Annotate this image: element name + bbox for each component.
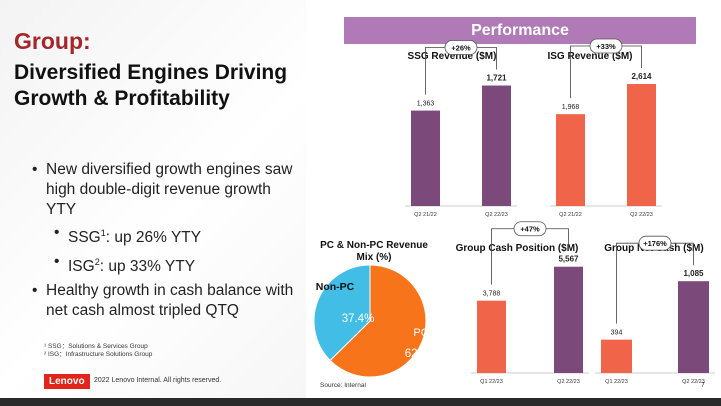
cash-value-label-2: 5,567	[558, 255, 579, 264]
bullet-growth-engines: New diversified growth engines saw high …	[32, 160, 302, 220]
isg-footnote-mark: 2	[94, 257, 100, 268]
ssg-bar-1	[411, 110, 440, 206]
cash-growth-pill	[513, 221, 547, 237]
cash-growth-label: +47%	[520, 225, 540, 234]
net-cash-value-label-2: 1,085	[683, 269, 704, 278]
isg-value-label-2: 2,614	[631, 72, 652, 81]
isg-chart-title: ISG Revenue ($M)	[547, 51, 633, 62]
ssg-text: : up 26% YTY	[105, 229, 202, 247]
bullet-list: New diversified growth engines saw high …	[32, 160, 302, 324]
ssg-label: SSG	[68, 229, 101, 247]
slide-subtitle: Diversified Engines Driving Growth & Pro…	[14, 61, 288, 110]
cash-tick-label-2: Q2 22/23	[557, 379, 580, 385]
ssg-tick-label-1: Q2 21/22	[414, 212, 437, 218]
net-cash-value-label-1: 394	[611, 330, 623, 337]
pie-slice-non-pc	[313, 264, 371, 362]
ssg-value-label-2: 1,721	[486, 74, 507, 83]
bullet-cash: Healthy growth in cash balance with net …	[32, 281, 302, 321]
isg-bar-1	[556, 114, 585, 206]
net-cash-growth-label: +176%	[643, 239, 667, 248]
isg-bar-2	[627, 84, 656, 206]
net-cash-tick-label-1: Q1 22/23	[605, 379, 628, 385]
performance-header: Performance	[344, 17, 696, 44]
pie-label-pc: PC	[413, 327, 428, 339]
ssg-chart-title: SSG Revenue ($M)	[407, 51, 497, 62]
net-cash-tick-label-2: Q2 22/23	[682, 379, 705, 385]
ssg-value-label-1: 1,363	[417, 101, 435, 108]
cash-tick-label-1: Q1 22/23	[480, 379, 503, 385]
cash-position-title: Group Cash Position ($M)	[455, 243, 579, 254]
footnotes: ¹ SSG：Solutions & Services Group ² ISG：I…	[44, 343, 152, 359]
isg-growth-label: +33%	[596, 42, 616, 51]
ssg-growth-label: +26%	[451, 44, 471, 53]
ssg-bar-2	[482, 85, 511, 206]
isg-label: ISG	[68, 258, 95, 276]
lenovo-logo: Lenovo	[44, 374, 90, 389]
pie-value-non-pc: 37.4%	[342, 313, 375, 325]
isg-tick-label-1: Q2 21/22	[559, 212, 582, 218]
footnote-ssg: ¹ SSG：Solutions & Services Group	[44, 343, 148, 350]
net-cash-bar-1	[601, 339, 632, 373]
isg-text: : up 33% YTY	[99, 258, 196, 276]
isg-growth-pill	[589, 38, 623, 54]
pie-value-pc: 62.6%	[405, 348, 438, 360]
pie-slice-pc	[329, 264, 427, 378]
ssg-growth-pill	[444, 40, 478, 55]
source-note: Source: Internal	[320, 382, 366, 389]
revenue-mix-title: PC & Non-PC Revenue Mix (%)	[320, 240, 428, 263]
cash-value-label-1: 3,788	[483, 291, 501, 298]
net-cash-bar-2	[678, 281, 709, 373]
footnote-isg: ² ISG：Infrastructure Solutions Group	[44, 351, 153, 358]
bullet-ssg: SSG1: up 26% YTY	[54, 223, 302, 248]
bullet-isg: ISG2: up 33% YTY	[54, 252, 302, 277]
bottom-bar	[0, 398, 721, 406]
cash-bar-1	[477, 300, 506, 373]
ssg-footnote-mark: 1	[100, 228, 106, 238]
page-number: 7	[701, 382, 705, 389]
cash-bar-2	[554, 266, 583, 373]
copyright-text: 2022 Lenovo Internal. All rights reserve…	[94, 377, 222, 384]
isg-tick-label-2: Q2 22/23	[630, 212, 653, 218]
slide-title: Group:	[14, 28, 91, 54]
net-cash-growth-pill	[638, 235, 672, 251]
ssg-tick-label-2: Q2 22/23	[485, 212, 508, 218]
isg-value-label-1: 1,968	[562, 104, 580, 111]
pie-label-non-pc: Non-PC	[316, 281, 355, 293]
